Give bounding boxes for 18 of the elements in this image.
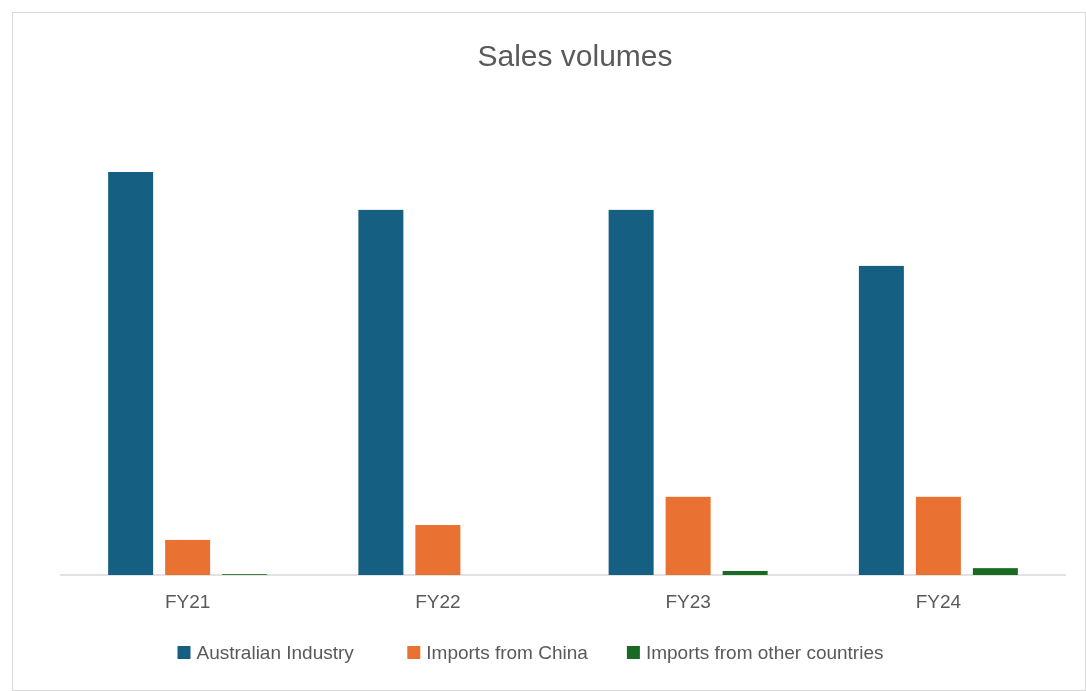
bar (415, 525, 461, 575)
bar (915, 496, 961, 575)
bar (358, 209, 404, 575)
bar (608, 209, 654, 575)
bar (165, 539, 211, 575)
bar (972, 568, 1018, 575)
x-tick-label: FY23 (665, 591, 711, 612)
x-tick-label: FY21 (164, 591, 211, 612)
bar (858, 265, 904, 575)
bar (665, 496, 711, 575)
x-tick-label: FY24 (915, 591, 962, 612)
legend-label: Australian Industry (196, 642, 355, 663)
bar (108, 172, 154, 575)
legend-label: Imports from China (426, 642, 589, 663)
x-tick-label: FY22 (415, 591, 461, 612)
chart-title: Sales volumes (477, 39, 673, 72)
bar (722, 570, 768, 575)
legend-label: Imports from other countries (645, 642, 884, 663)
